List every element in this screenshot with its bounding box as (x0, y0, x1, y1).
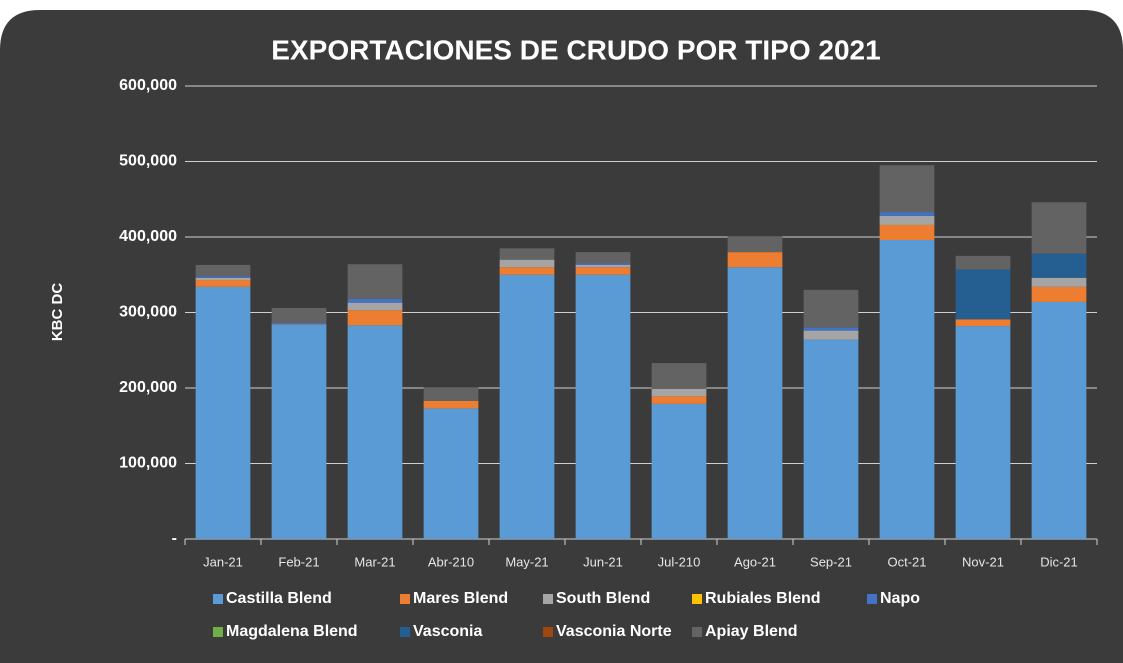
bar-segment (195, 286, 251, 539)
bar-segment (271, 307, 327, 324)
y-tick-label: 100,000 (119, 455, 177, 472)
bar-segment (195, 277, 251, 281)
bar-segment (727, 267, 783, 539)
bar-segment (499, 267, 555, 275)
y-tick-label: - (172, 530, 177, 547)
bar-segment (803, 339, 859, 539)
legend-swatch (692, 627, 702, 637)
bar-segment (1031, 202, 1087, 254)
x-tick-label: Oct-21 (887, 554, 926, 569)
legend-label: Napo (880, 590, 920, 607)
bar-segment (499, 259, 555, 268)
bar-segment (195, 276, 251, 278)
bar-segment (271, 324, 327, 326)
legend-swatch (213, 594, 223, 604)
legend-swatch (400, 627, 410, 637)
x-tick-label: Ago-21 (734, 554, 776, 569)
x-tick-label: Sep-21 (810, 554, 852, 569)
legend-swatch (543, 594, 553, 604)
x-tick-label: Jul-210 (658, 554, 701, 569)
legend-label: South Blend (556, 590, 650, 607)
legend-label: Castilla Blend (226, 590, 332, 607)
bar-segment (271, 325, 327, 539)
bar-segment (1031, 277, 1087, 287)
bar-segment (1031, 253, 1087, 278)
bar-segment (347, 302, 403, 311)
bar-segment (651, 403, 707, 539)
bar-segment (347, 298, 403, 303)
bar-segment (347, 264, 403, 299)
bar-segment (803, 330, 859, 340)
bar-segment (347, 310, 403, 326)
bar-segment (879, 165, 935, 213)
bar-segment (575, 252, 631, 264)
bar-segment (575, 274, 631, 539)
bar-segment (499, 248, 555, 260)
legend-label: Vasconia (413, 623, 482, 640)
bar-segment (727, 252, 783, 268)
y-tick-label: 300,000 (119, 304, 177, 321)
bar-segment (423, 387, 479, 401)
x-tick-label: May-21 (505, 554, 548, 569)
legend-swatch (692, 594, 702, 604)
bar-segment (955, 326, 1011, 539)
legend-label: Magdalena Blend (226, 623, 358, 640)
legend-label: Rubiales Blend (705, 590, 821, 607)
x-tick-label: Nov-21 (962, 554, 1004, 569)
panel (0, 10, 1123, 663)
bar-segment (195, 280, 251, 287)
bar-segment (575, 264, 631, 268)
bar-segment (575, 267, 631, 275)
legend-label: Vasconia Norte (556, 623, 672, 640)
bar-segment (803, 327, 859, 331)
legend-swatch (867, 594, 877, 604)
legend-swatch (213, 627, 223, 637)
bar-segment (955, 269, 1011, 320)
bar-segment (271, 323, 327, 325)
bar-segment (1031, 301, 1087, 539)
bar-segment (879, 240, 935, 539)
bar-segment (499, 274, 555, 539)
bar-segment (879, 212, 935, 216)
y-axis-label: KBC DC (49, 283, 66, 341)
legend-label: Apiay Blend (705, 623, 797, 640)
x-tick-label: Dic-21 (1040, 554, 1078, 569)
x-tick-label: Jan-21 (203, 554, 243, 569)
bar-segment (423, 400, 479, 409)
x-tick-label: Mar-21 (354, 554, 395, 569)
bar-segment (423, 408, 479, 539)
bar-segment (727, 236, 783, 253)
bar-segment (879, 215, 935, 225)
bar-segment (347, 325, 403, 539)
y-tick-label: 600,000 (119, 77, 177, 94)
x-tick-label: Feb-21 (278, 554, 319, 569)
legend-swatch (400, 594, 410, 604)
bar-segment (651, 388, 707, 397)
bar-segment (955, 255, 1011, 270)
bar-segment (1031, 286, 1087, 302)
bar-segment (575, 263, 631, 265)
bar-segment (879, 224, 935, 241)
legend-swatch (543, 627, 553, 637)
chart-title: EXPORTACIONES DE CRUDO POR TIPO 2021 (271, 34, 880, 65)
bar-segment (803, 289, 859, 328)
x-tick-label: Abr-210 (428, 554, 474, 569)
bar-segment (651, 363, 707, 389)
y-tick-label: 400,000 (119, 228, 177, 245)
x-tick-label: Jun-21 (583, 554, 623, 569)
bar-segment (651, 396, 707, 404)
legend-label: Mares Blend (413, 590, 508, 607)
bar-segment (955, 319, 1011, 327)
y-tick-label: 500,000 (119, 153, 177, 170)
y-tick-label: 200,000 (119, 379, 177, 396)
bar-segment (195, 264, 251, 277)
